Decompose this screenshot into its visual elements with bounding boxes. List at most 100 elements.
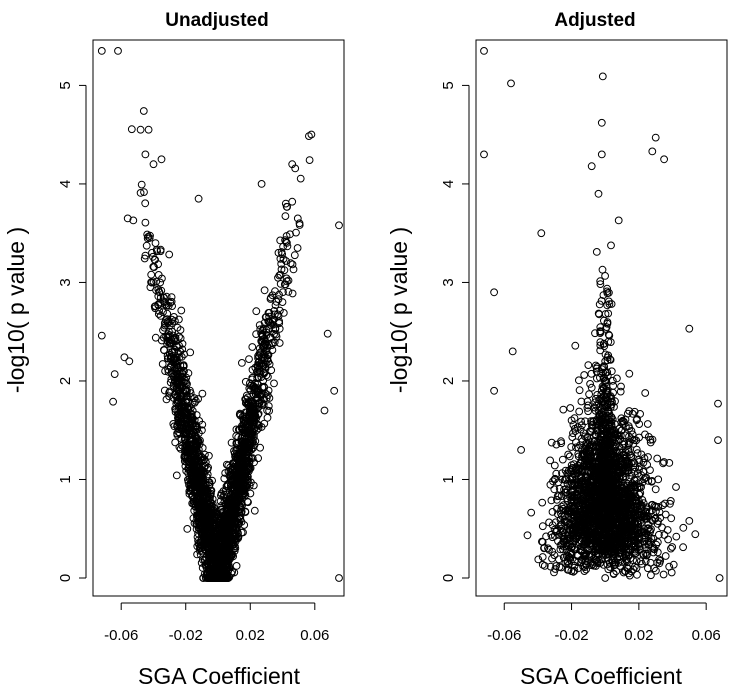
data-point	[632, 416, 641, 425]
data-point	[173, 422, 182, 431]
data-point	[295, 219, 304, 228]
data-point	[288, 160, 297, 169]
data-point	[257, 423, 266, 431]
data-point	[232, 562, 241, 570]
data-point	[210, 574, 219, 582]
data-point	[586, 452, 595, 461]
data-point	[198, 564, 207, 572]
data-point	[615, 549, 624, 558]
data-point	[211, 539, 220, 547]
data-point	[653, 454, 662, 463]
data-point	[224, 554, 233, 563]
data-point	[224, 467, 233, 476]
data-point	[267, 366, 276, 375]
data-point	[562, 518, 571, 526]
data-point	[154, 310, 163, 318]
data-point	[611, 444, 619, 453]
data-point	[584, 361, 593, 370]
data-point	[600, 374, 608, 383]
data-point	[596, 373, 604, 382]
data-point	[275, 339, 284, 347]
data-point	[630, 407, 639, 416]
data-point	[335, 221, 343, 230]
data-point	[275, 324, 284, 333]
data-point	[564, 450, 573, 459]
data-point	[234, 473, 243, 482]
data-point	[241, 484, 249, 493]
data-point	[620, 486, 629, 495]
data-point	[186, 421, 195, 430]
data-point	[597, 417, 606, 426]
data-point	[323, 329, 332, 338]
data-point	[610, 561, 618, 570]
data-point	[613, 374, 621, 383]
data-point	[589, 521, 598, 530]
data-point	[626, 438, 634, 446]
data-point	[282, 232, 291, 240]
data-point	[254, 354, 263, 363]
data-point	[235, 513, 244, 521]
data-point	[158, 274, 166, 283]
data-point	[578, 421, 586, 430]
data-point	[152, 245, 161, 254]
y-tick-label: 3	[57, 278, 74, 286]
data-point	[219, 516, 228, 525]
data-point	[193, 491, 202, 500]
data-point	[225, 500, 234, 509]
data-point	[171, 405, 180, 413]
data-point	[604, 309, 613, 318]
data-point	[183, 525, 192, 533]
scatter-points-adjusted	[480, 47, 724, 582]
data-point	[283, 242, 292, 251]
data-point	[183, 411, 192, 420]
data-point	[632, 445, 641, 454]
data-point	[267, 293, 275, 302]
data-point	[293, 214, 302, 223]
data-point	[594, 457, 602, 465]
data-point	[234, 476, 243, 485]
data-point	[196, 480, 205, 489]
data-point	[569, 429, 577, 438]
data-point	[120, 353, 129, 362]
data-point	[672, 483, 680, 491]
data-point	[566, 404, 575, 412]
data-point	[606, 392, 615, 401]
data-point	[584, 479, 593, 488]
data-point	[199, 526, 208, 534]
data-point	[205, 553, 214, 562]
data-point	[149, 160, 158, 169]
data-point	[584, 526, 592, 535]
data-point	[612, 459, 621, 468]
data-point	[555, 555, 563, 564]
data-point	[534, 555, 543, 564]
data-point	[607, 547, 616, 555]
data-point	[188, 492, 196, 501]
data-point	[575, 376, 583, 385]
data-point	[576, 536, 585, 545]
data-point	[581, 477, 590, 485]
data-point	[614, 537, 622, 546]
data-point	[562, 474, 571, 483]
data-point	[198, 444, 207, 452]
data-point	[646, 558, 655, 567]
data-point	[591, 361, 600, 370]
data-point	[596, 277, 605, 286]
data-point	[254, 393, 262, 402]
data-point	[164, 368, 173, 376]
data-point	[679, 523, 688, 532]
data-point	[268, 346, 277, 355]
data-point	[547, 438, 556, 447]
data-point	[633, 526, 642, 534]
data-point	[643, 420, 652, 428]
data-point	[637, 500, 645, 509]
data-point	[246, 379, 254, 388]
data-point	[187, 468, 196, 476]
data-point	[254, 373, 263, 382]
data-point	[159, 326, 167, 335]
data-point	[598, 72, 607, 81]
data-point	[609, 381, 618, 390]
data-point	[558, 455, 567, 464]
data-point	[557, 506, 565, 515]
data-point	[178, 383, 187, 392]
